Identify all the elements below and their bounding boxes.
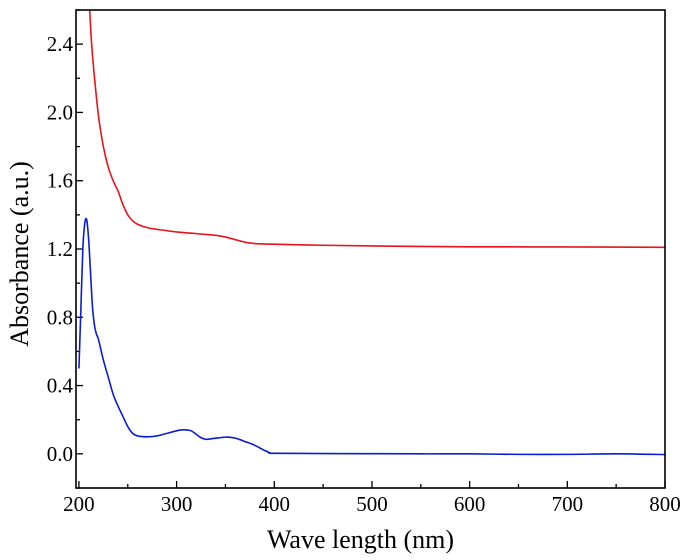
y-tick-label: 2.4 [47,32,74,56]
y-tick-label: 1.6 [47,169,73,193]
x-tick-label: 300 [161,492,193,516]
y-tick-labels: 0.0 0.4 0.8 1.2 1.6 2.0 2.4 [47,32,74,466]
x-tick-labels: 200 300 400 500 600 700 800 [63,492,681,516]
y-tick-label: 0.8 [47,305,73,329]
series-line-blue [78,217,666,456]
x-tick-label: 600 [454,492,486,516]
series-layer [78,9,666,456]
x-tick-label: 400 [259,492,291,516]
plot-frame [75,9,666,489]
x-tick-label: 800 [649,492,681,516]
major-ticks [76,43,666,488]
x-tick-label: 500 [356,492,388,516]
y-tick-label: 2.0 [47,100,73,124]
x-tick-label: 200 [63,492,95,516]
x-axis-title: Wave length (nm) [267,525,454,554]
y-tick-label: 0.0 [47,442,73,466]
y-tick-label: 0.4 [47,374,74,398]
series-line-red [88,9,666,249]
y-axis-title: Absorbance (a.u.) [5,161,34,347]
x-tick-label: 700 [552,492,584,516]
minor-ticks [76,9,617,489]
y-tick-label: 1.2 [47,237,73,261]
